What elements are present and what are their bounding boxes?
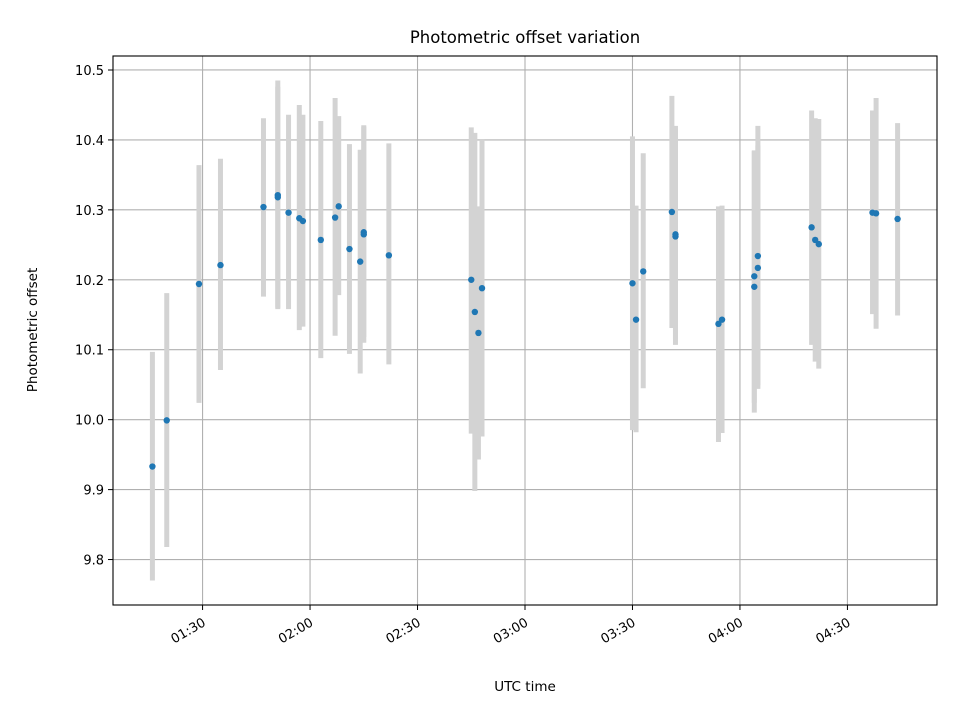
y-tick-label: 10.0 (75, 414, 104, 429)
data-point (385, 252, 393, 259)
data-point (754, 252, 762, 260)
chart-title: Photometric offset variation (410, 28, 640, 47)
data-point (471, 308, 479, 316)
data-point (149, 463, 156, 470)
data-point (715, 320, 722, 328)
y-tick-label: 10.3 (75, 204, 104, 219)
data-point (632, 316, 640, 323)
y-tick-label: 10.4 (75, 134, 104, 149)
data-point (346, 245, 353, 253)
data-point (672, 233, 679, 240)
data-point (335, 203, 342, 210)
data-point (357, 258, 364, 265)
data-points (149, 191, 901, 470)
data-point (754, 264, 762, 272)
data-point (808, 224, 815, 231)
data-point (475, 329, 482, 337)
data-point (274, 194, 281, 201)
data-point (260, 203, 267, 211)
data-point (331, 214, 339, 221)
data-point (360, 229, 367, 236)
y-axis-label: Photometric offset (25, 268, 41, 392)
data-point (718, 316, 726, 323)
data-point (195, 280, 203, 288)
data-point (894, 215, 901, 223)
y-tick-label: 9.8 (83, 554, 104, 569)
data-point (478, 284, 486, 292)
data-point (629, 280, 636, 287)
data-point (640, 268, 647, 275)
data-point (317, 236, 324, 244)
data-point (285, 209, 292, 216)
data-point (668, 208, 676, 216)
data-point (163, 417, 170, 424)
data-point (815, 240, 822, 248)
data-point (299, 217, 307, 225)
data-point (217, 261, 224, 269)
x-axis-label: UTC time (494, 679, 556, 695)
grid (113, 56, 937, 605)
data-point (872, 210, 880, 217)
y-tick-label: 9.9 (83, 484, 104, 499)
data-point (751, 283, 758, 290)
data-point (751, 273, 758, 280)
data-point (468, 276, 475, 283)
data-point (811, 236, 819, 244)
y-tick-label: 10.2 (75, 274, 104, 289)
y-tick-label: 10.1 (75, 344, 104, 359)
y-tick-label: 10.5 (75, 64, 104, 79)
